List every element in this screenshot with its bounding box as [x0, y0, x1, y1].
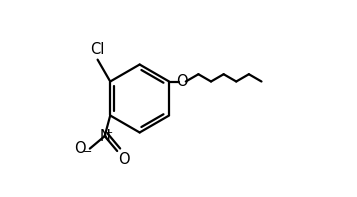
Text: O: O: [118, 152, 130, 167]
Text: Cl: Cl: [90, 42, 105, 57]
Text: +: +: [104, 128, 114, 138]
Text: O: O: [176, 74, 188, 89]
Text: N: N: [99, 129, 110, 144]
Text: O: O: [74, 141, 86, 156]
Text: −: −: [83, 148, 92, 157]
